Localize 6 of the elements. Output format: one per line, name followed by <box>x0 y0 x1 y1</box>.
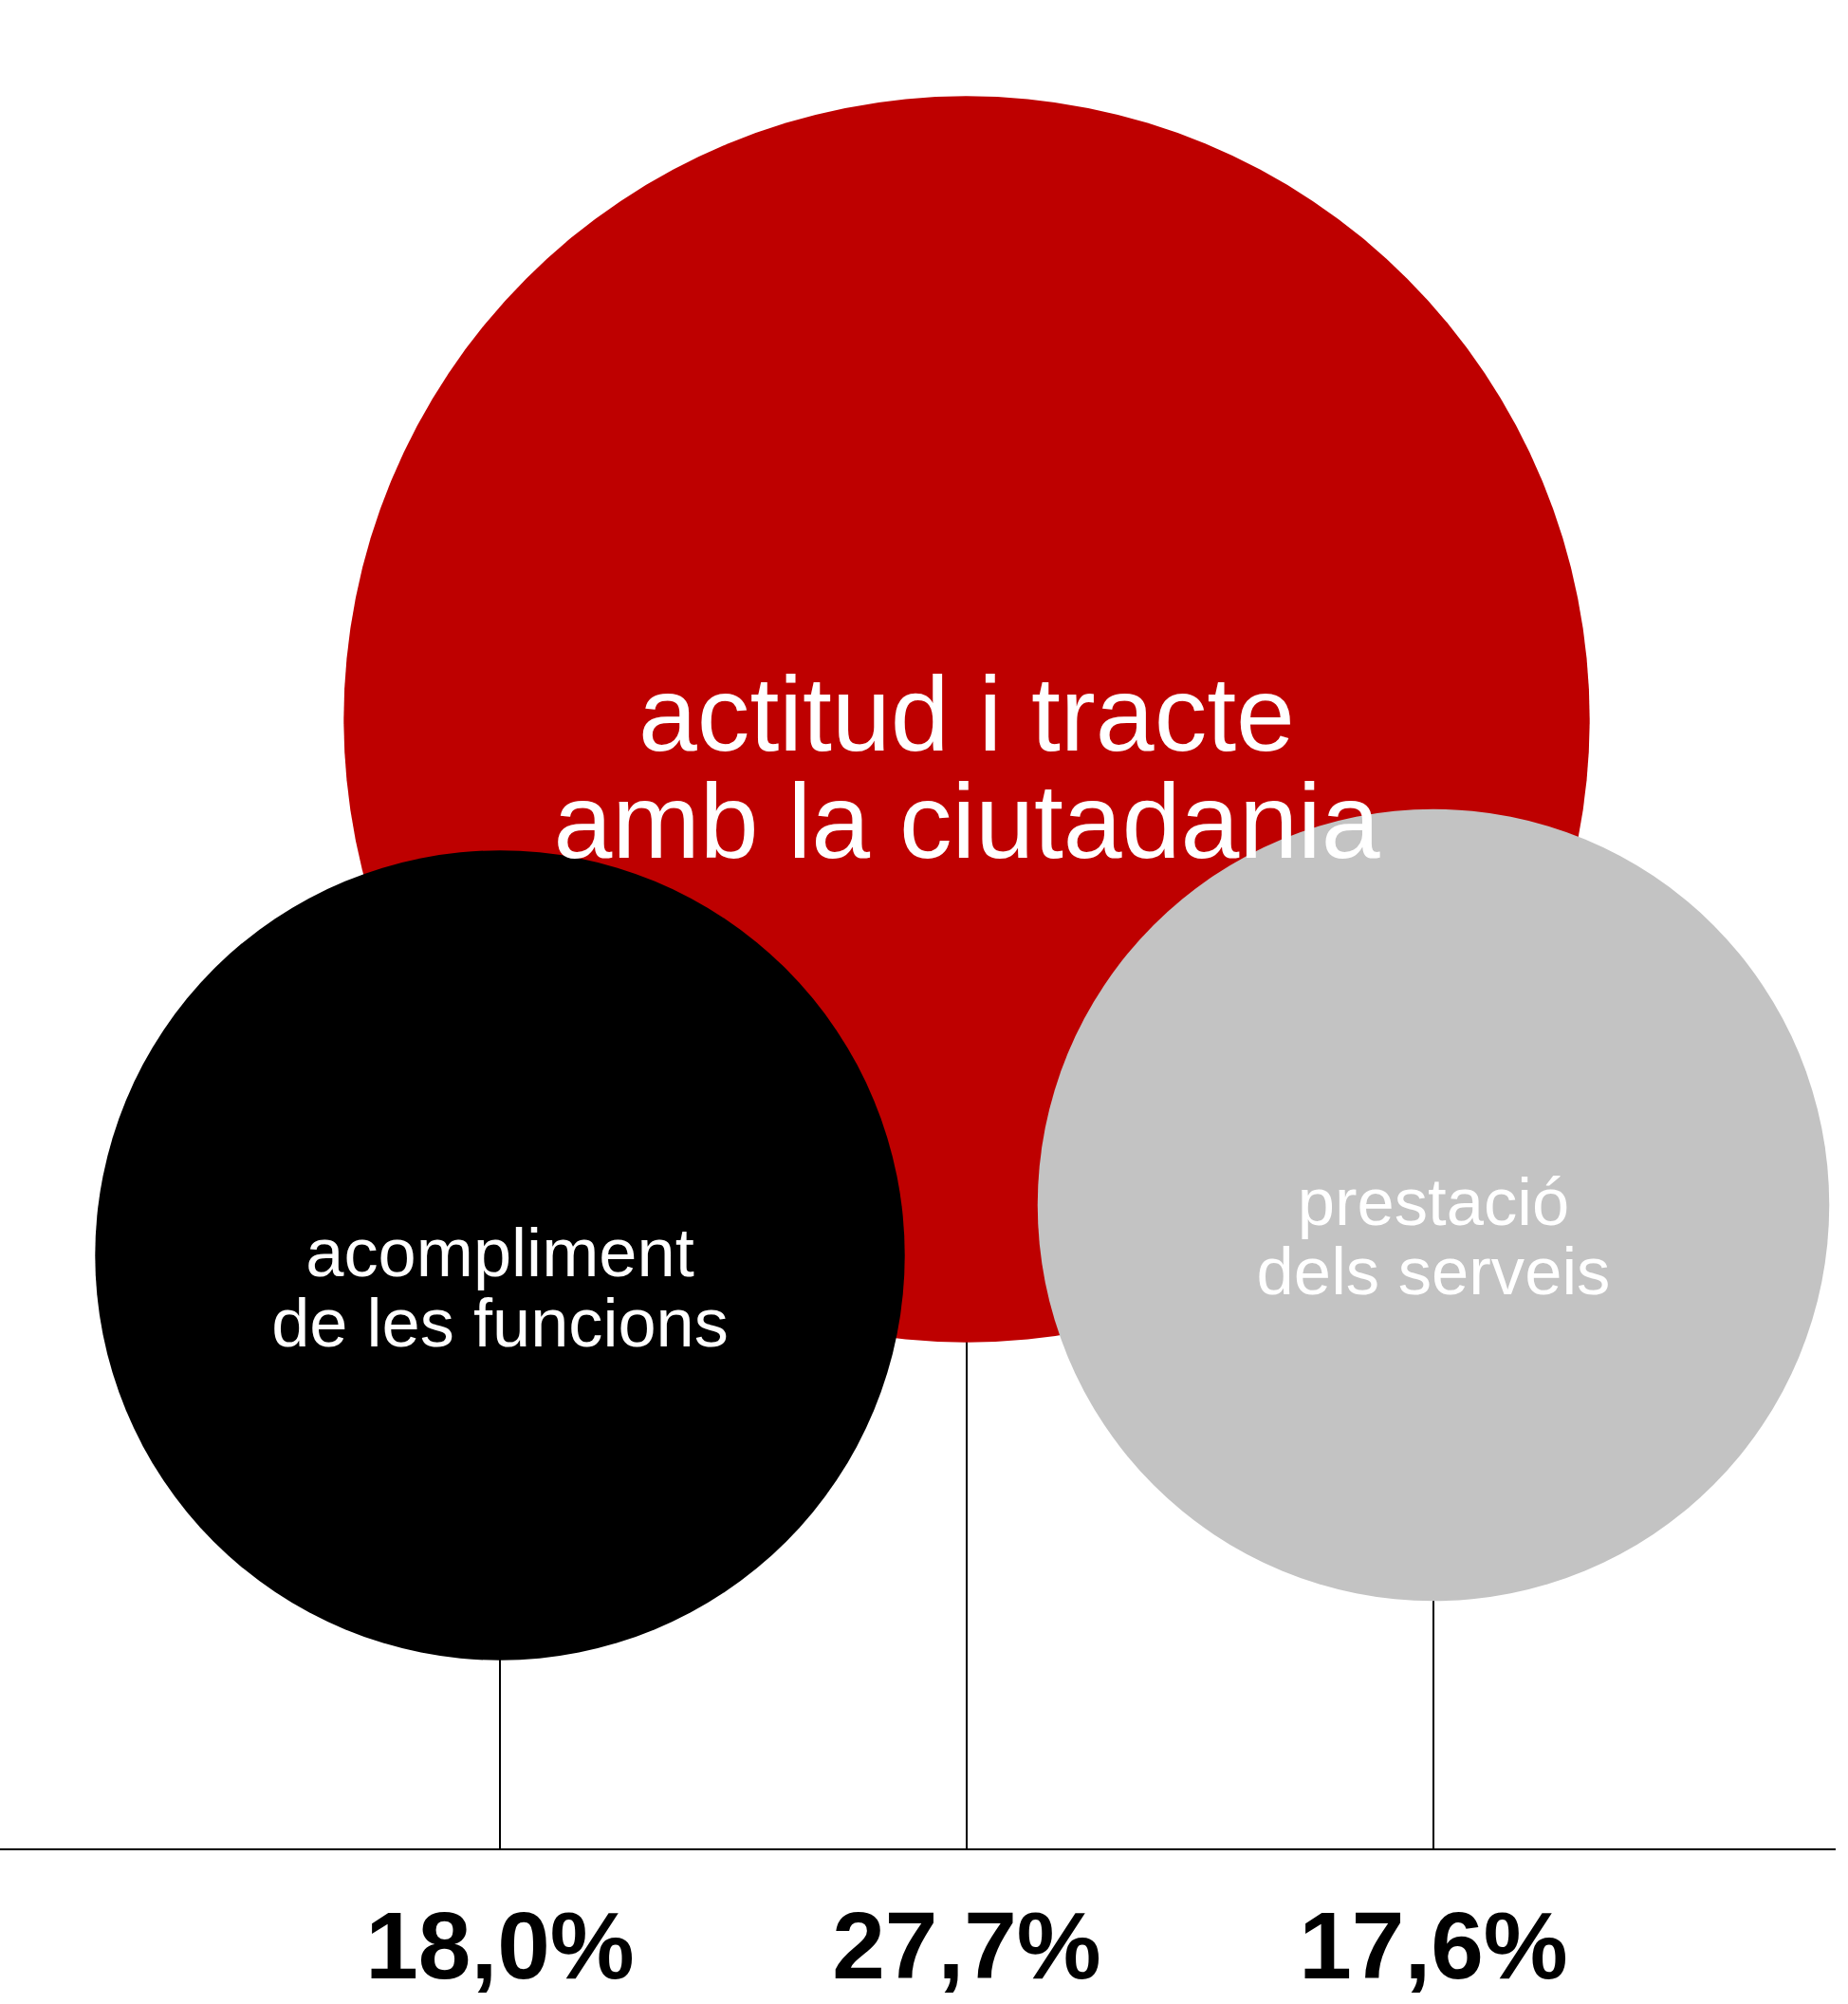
data-label: 18,0% <box>365 1892 635 1998</box>
category-label: actitud i tracte amb la ciutadania <box>553 655 1380 881</box>
category-label: acompliment de les funcions <box>271 1215 729 1362</box>
data-label: 27,7% <box>832 1892 1101 1998</box>
category-label: prestació dels serveis <box>1256 1164 1611 1308</box>
data-label: 17,6% <box>1299 1892 1568 1998</box>
